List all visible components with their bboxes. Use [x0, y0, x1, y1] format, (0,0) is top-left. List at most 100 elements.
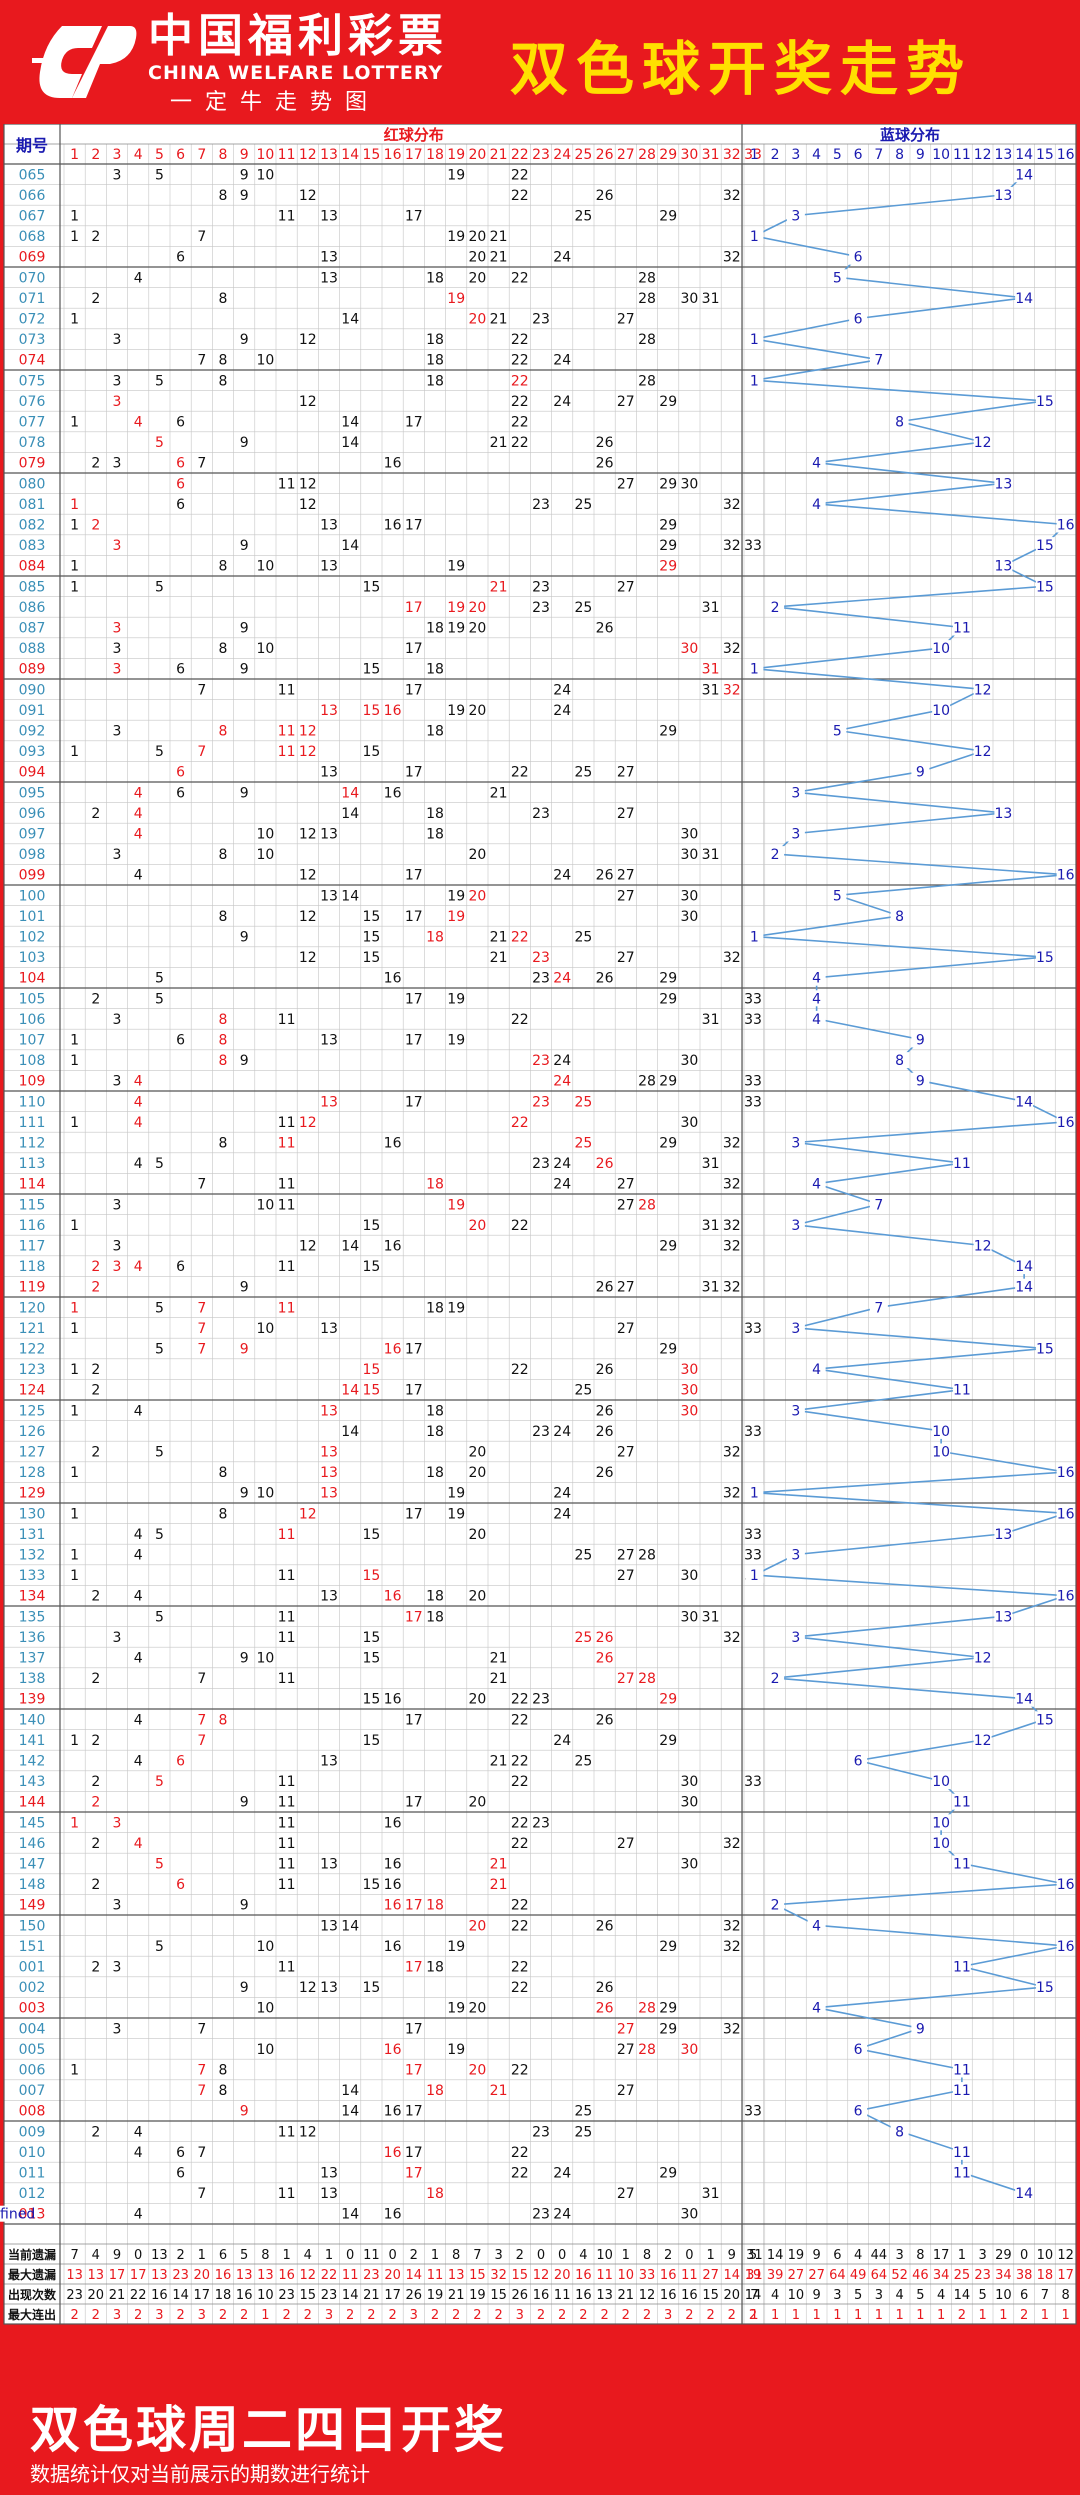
welfare-lottery-logo-icon	[32, 26, 137, 98]
issue-label: 075	[19, 373, 46, 389]
stats-label: 当前遗漏	[8, 2247, 56, 2262]
red-ball: 16	[384, 1692, 402, 1708]
blue-ball-bg	[994, 1525, 1013, 1542]
issue-label: 145	[19, 1815, 46, 1831]
red-ball: 22	[511, 394, 529, 410]
red-ball: 20	[468, 229, 486, 245]
red-ball: 20	[468, 250, 486, 266]
blue-ball: 14	[1015, 291, 1033, 307]
red-ball: 13	[320, 1465, 338, 1481]
blue-ball-bg	[952, 2082, 971, 2099]
red-number-header: 29	[659, 147, 677, 163]
blue-ball-bg	[890, 413, 909, 430]
stats-red-value: 16	[660, 2288, 677, 2303]
blue-ball-bg	[932, 640, 951, 657]
blue-ball: 3	[791, 827, 800, 843]
red-ball: 2	[91, 1383, 100, 1399]
blue-ball-bg	[828, 887, 847, 904]
red-ball: 18	[426, 1300, 444, 1316]
blue-ball: 16	[1057, 1939, 1075, 1955]
issue-label: 102	[19, 930, 46, 946]
blue-ball: 4	[812, 1012, 821, 1028]
red-ball: 5	[155, 744, 164, 760]
red-ball: 4	[134, 1836, 143, 1852]
issue-label: 012	[19, 2186, 46, 2202]
blue-number-header: 2	[771, 147, 780, 163]
stats-red-value: 17	[109, 2268, 126, 2283]
red-ball: 18	[426, 2083, 444, 2099]
issue-label: 081	[19, 497, 46, 513]
red-ball: 27	[617, 888, 635, 904]
red-ball: 17	[405, 682, 423, 698]
blue-ball-bg	[911, 1072, 930, 1089]
red-ball: 20	[468, 312, 486, 328]
blue-ball: 13	[994, 559, 1012, 575]
blue-ball: 4	[812, 2001, 821, 2017]
red-ball: 19	[447, 621, 465, 637]
blue-ball-bg	[786, 1546, 805, 1563]
red-ball: 25	[574, 209, 592, 225]
stats-red-value: 2	[431, 2308, 439, 2323]
red-ball: 16	[384, 1136, 402, 1152]
red-ball: 22	[511, 1815, 529, 1831]
red-number-header: 30	[680, 147, 698, 163]
red-number-header: 15	[362, 147, 380, 163]
blue-ball-bg	[1035, 578, 1054, 595]
red-ball: 12	[299, 827, 317, 843]
red-ball: 10	[256, 827, 274, 843]
red-ball: 1	[70, 2063, 79, 2079]
issue-label: 013	[19, 2207, 46, 2223]
stats-red-value: 14	[342, 2288, 359, 2303]
blue-ball: 16	[1057, 1115, 1075, 1131]
red-ball: 27	[617, 1321, 635, 1337]
red-ball: 6	[176, 765, 185, 781]
blue-ball-bg	[911, 1031, 930, 1048]
issue-label: 092	[19, 724, 46, 740]
red-ball: 23	[532, 2124, 550, 2140]
red-ball: 19	[447, 291, 465, 307]
red-ball: 22	[511, 1754, 529, 1770]
red-ball: 7	[197, 1321, 206, 1337]
stats-blue-value: 34	[933, 2268, 950, 2283]
red-ball: 33	[744, 538, 762, 554]
red-ball: 4	[134, 2207, 143, 2223]
stats-blue-value: 5	[854, 2288, 862, 2303]
issue-label: 074	[19, 353, 46, 369]
stats-blue-value: 31	[746, 2268, 763, 2283]
blue-ball: 12	[974, 1651, 992, 1667]
red-ball: 26	[596, 1156, 614, 1172]
stats-red-value: 16	[575, 2268, 592, 2283]
red-ball: 22	[511, 270, 529, 286]
red-ball: 13	[320, 518, 338, 534]
red-ball: 23	[532, 600, 550, 616]
red-ball: 18	[426, 1465, 444, 1481]
stats-blue-value: 1	[750, 2308, 758, 2323]
red-ball: 1	[70, 1053, 79, 1069]
red-ball: 5	[155, 971, 164, 987]
blue-ball-bg	[786, 1319, 805, 1336]
red-ball: 13	[320, 270, 338, 286]
red-ball: 33	[744, 2104, 762, 2120]
stats-blue-value: 19	[788, 2248, 805, 2263]
red-ball: 23	[532, 971, 550, 987]
red-ball: 13	[320, 765, 338, 781]
issue-label: 088	[19, 641, 46, 657]
blue-ball-bg	[952, 619, 971, 636]
blue-ball-bg	[952, 2143, 971, 2160]
blue-ball-bg	[807, 1175, 826, 1192]
red-number-header: 8	[219, 147, 228, 163]
blue-ball: 4	[812, 456, 821, 472]
stats-red-value: 16	[278, 2268, 295, 2283]
blue-ball: 3	[791, 1548, 800, 1564]
red-ball: 17	[405, 1795, 423, 1811]
blue-ball: 14	[1015, 1259, 1033, 1275]
stats-blue-value: 1	[1041, 2308, 1049, 2323]
header: 中国福利彩票 CHINA WELFARE LOTTERY 一定牛走势图 双色球开…	[0, 0, 1080, 124]
red-ball: 10	[256, 2001, 274, 2017]
stats-red-value: 11	[554, 2288, 571, 2303]
stats-red-value: 12	[300, 2268, 317, 2283]
stats-blue-value: 7	[1041, 2288, 1049, 2303]
red-number-header: 4	[134, 147, 143, 163]
red-ball: 4	[134, 270, 143, 286]
red-ball: 12	[299, 724, 317, 740]
